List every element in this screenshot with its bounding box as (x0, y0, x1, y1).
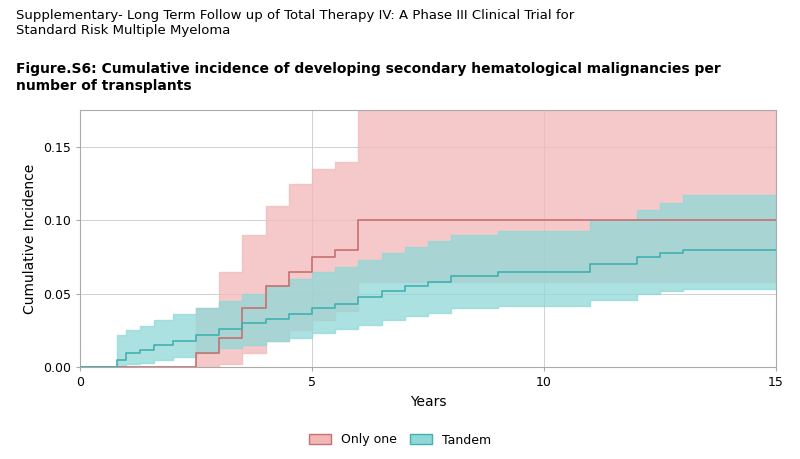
X-axis label: Years: Years (410, 395, 446, 409)
Text: Supplementary- Long Term Follow up of Total Therapy IV: A Phase III Clinical Tri: Supplementary- Long Term Follow up of To… (16, 9, 574, 37)
Text: Figure.S6: Cumulative incidence of developing secondary hematological malignanci: Figure.S6: Cumulative incidence of devel… (16, 62, 721, 93)
Y-axis label: Cumulative Incidence: Cumulative Incidence (23, 163, 38, 314)
Legend: Only one, Tandem: Only one, Tandem (302, 427, 498, 453)
